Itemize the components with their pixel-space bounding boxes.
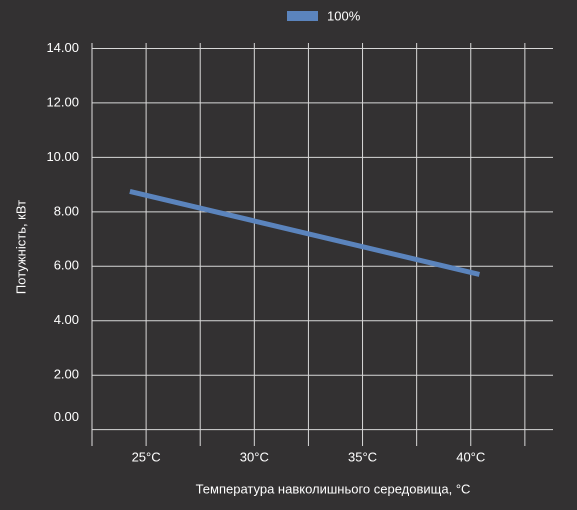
x-tick-label: 35°C	[348, 449, 377, 464]
x-tick-label: 25°C	[132, 449, 161, 464]
y-tick-label: 12.00	[46, 94, 79, 109]
y-axis-title: Потужність, кВт	[13, 200, 28, 294]
legend-swatch	[287, 11, 318, 21]
legend-label: 100%	[327, 8, 361, 23]
x-axis-title: Температура навколишнього середовища, °C	[196, 481, 471, 496]
y-tick-label: 10.00	[46, 149, 79, 164]
y-tick-label: 0.00	[54, 409, 79, 424]
y-tick-label: 14.00	[46, 40, 79, 55]
y-tick-label: 4.00	[54, 312, 79, 327]
y-tick-label: 6.00	[54, 258, 79, 273]
x-tick-label: 30°C	[240, 449, 269, 464]
line	[129, 188, 480, 277]
y-tick-label: 2.00	[54, 367, 79, 382]
x-tick-label: 40°C	[456, 449, 485, 464]
y-tick-label: 8.00	[54, 203, 79, 218]
